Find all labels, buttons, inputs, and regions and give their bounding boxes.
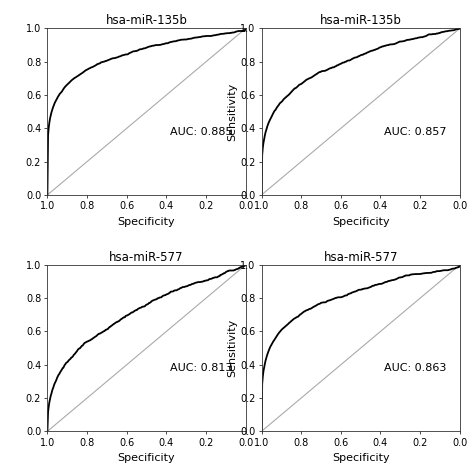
Title: hsa-miR-135b: hsa-miR-135b xyxy=(106,14,188,27)
Y-axis label: Sensitivity: Sensitivity xyxy=(227,319,237,377)
X-axis label: Specificity: Specificity xyxy=(332,453,390,463)
X-axis label: Specificity: Specificity xyxy=(118,217,175,227)
Title: hsa-miR-577: hsa-miR-577 xyxy=(323,251,398,264)
Text: AUC: 0.857: AUC: 0.857 xyxy=(384,127,447,137)
Title: hsa-miR-577: hsa-miR-577 xyxy=(109,251,184,264)
X-axis label: Specificity: Specificity xyxy=(118,453,175,463)
Y-axis label: Sensitivity: Sensitivity xyxy=(227,82,237,141)
Text: AUC: 0.863: AUC: 0.863 xyxy=(384,363,447,373)
Title: hsa-miR-135b: hsa-miR-135b xyxy=(319,14,401,27)
X-axis label: Specificity: Specificity xyxy=(332,217,390,227)
Text: AUC: 0.813: AUC: 0.813 xyxy=(170,363,233,373)
Text: AUC: 0.885: AUC: 0.885 xyxy=(170,127,233,137)
